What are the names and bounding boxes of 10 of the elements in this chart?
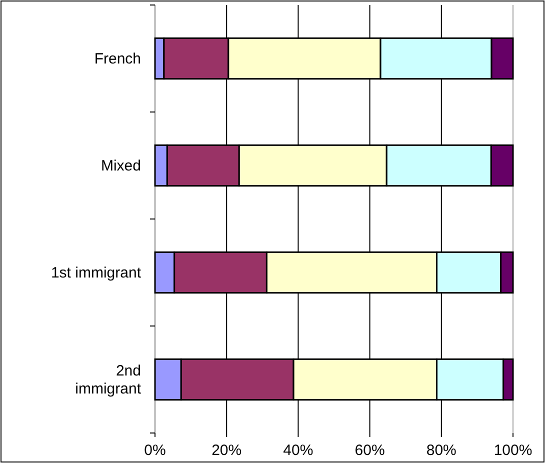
x-tick-label: 60%: [354, 442, 385, 459]
y-tick-label: 2nd immigrant: [75, 362, 142, 397]
y-tick-label: French: [94, 50, 141, 67]
x-tick-label: 80%: [426, 442, 456, 459]
x-tick-label: 40%: [283, 442, 314, 459]
x-tick-label: 20%: [212, 442, 242, 459]
x-tick-label: 100%: [494, 442, 532, 459]
y-tick-label: 1st immigrant: [50, 264, 142, 281]
y-tick-label: Mixed: [100, 157, 141, 174]
x-tick-label: 0%: [144, 442, 166, 459]
